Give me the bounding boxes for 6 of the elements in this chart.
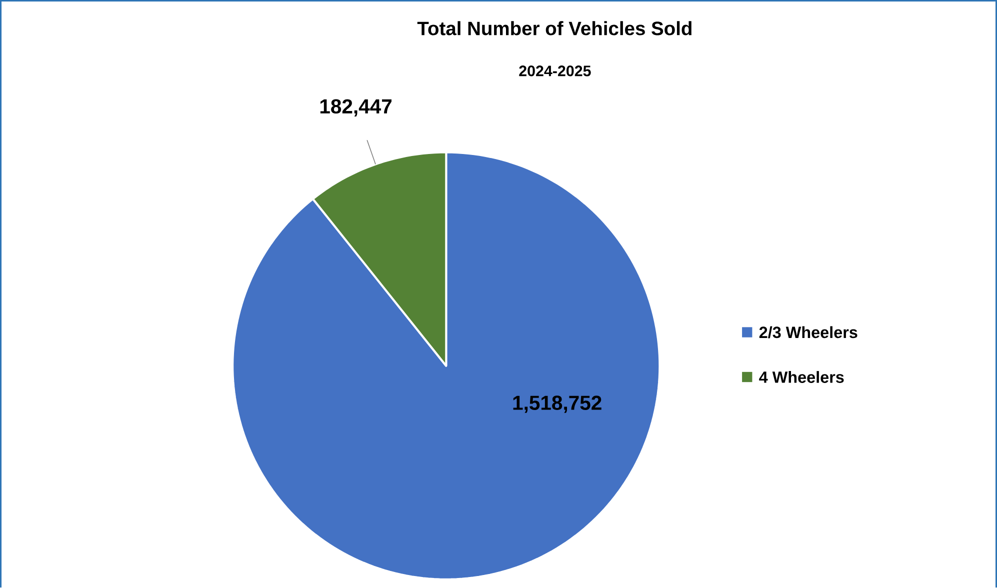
data-label: 1,518,752 [513, 396, 602, 413]
legend-label: 4 Wheelers [759, 370, 844, 383]
data-label: 182,447 [320, 99, 392, 116]
chart-title: Total Number of Vehicles Sold [417, 21, 692, 36]
legend-label: 2/3 Wheelers [759, 326, 858, 338]
chart-subtitle: 2024-2025 [519, 65, 591, 76]
